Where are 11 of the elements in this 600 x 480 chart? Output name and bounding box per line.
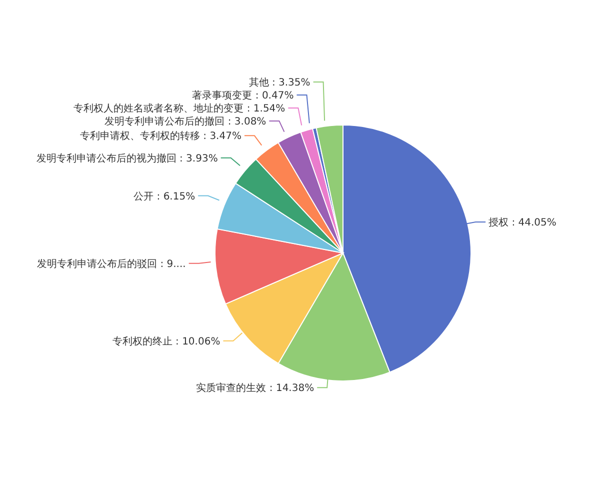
slice-label: 公开 : 6.15% [134,190,196,202]
slice-label: 其他 : 3.35% [248,76,310,88]
slice-label: 著录事项变更 : 0.47% [192,89,294,102]
slice-label: 授权 : 44.05% [488,216,556,228]
slice-label: 发明专利申请公布后的撤回 : 3.08% [104,115,266,128]
slice-label: 发明专利申请公布后的驳回 : 9.... [37,258,186,270]
slice-label: 专利权的终止 : 10.06% [112,335,220,348]
slice-label: 专利申请权、专利权的转移 : 3.47% [80,130,242,142]
slice-label: 实质审查的生效 : 14.38% [196,382,314,394]
slice-label: 专利权人的姓名或者名称、地址的变更 : 1.54% [74,102,286,114]
slice-label: 发明专利申请公布后的视为撤回 : 3.93% [36,152,218,164]
